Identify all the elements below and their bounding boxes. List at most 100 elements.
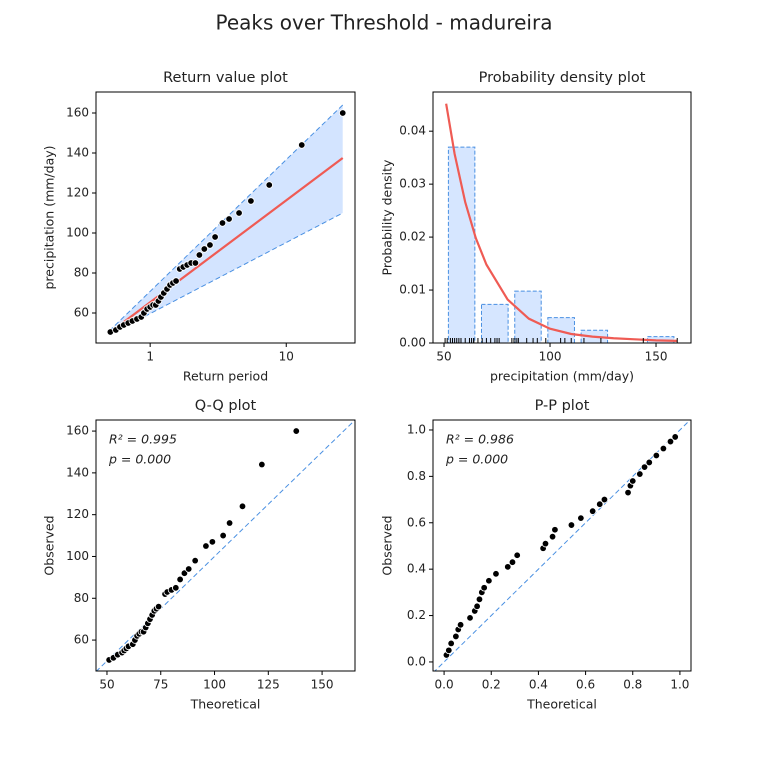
y-tick-label: 80 (74, 591, 89, 605)
y-tick-label: 0.8 (407, 469, 426, 483)
y-tick-label: 0.0 (407, 654, 426, 668)
axes-frame (432, 91, 692, 344)
data-point (596, 500, 604, 508)
data-point (219, 531, 227, 540)
x-axis-label: Return period (183, 369, 268, 384)
data-point (445, 646, 453, 655)
data-point (265, 181, 273, 189)
data-point (176, 575, 184, 584)
y-tick-label: 60 (74, 306, 89, 320)
y-tick-label: 0.02 (399, 230, 426, 244)
y-axis-label: Observed (380, 515, 395, 575)
y-tick-label: 0.6 (407, 515, 426, 529)
axes-title: Q-Q plot (195, 398, 257, 414)
y-tick-label: 100 (66, 549, 89, 563)
data-point (225, 519, 234, 527)
data-point (191, 556, 199, 565)
data-point (154, 602, 163, 611)
y-tick-label: 120 (66, 186, 89, 200)
x-tick-label: 1.0 (670, 678, 689, 692)
data-point (225, 215, 233, 223)
data-point (485, 577, 493, 585)
x-axis-label: Theoretical (190, 697, 261, 712)
axes-frame (95, 91, 356, 344)
data-point (202, 542, 210, 550)
data-point (292, 427, 300, 435)
data-point (645, 458, 653, 467)
axes-title: P-P plot (535, 398, 590, 414)
data-point (208, 538, 217, 546)
y-tick-label: 120 (66, 507, 89, 521)
y-tick-label: 0.00 (399, 336, 426, 350)
data-point (659, 444, 668, 453)
axes-frame (432, 419, 692, 672)
data-point (624, 488, 632, 497)
data-point (551, 526, 559, 534)
annotation: R² = 0.986 (446, 432, 514, 447)
data-point (258, 460, 266, 469)
data-point (447, 639, 455, 648)
data-point (172, 584, 180, 592)
panel: 50 100 150 0.00 0.01 0.02 0.03 0.04 Probability … (380, 70, 692, 384)
data-point (466, 614, 474, 622)
data-point (629, 477, 637, 485)
data-point (652, 451, 661, 460)
y-tick-label: 100 (66, 226, 89, 240)
y-tick-label: 160 (66, 424, 89, 438)
data-point (452, 632, 460, 641)
axes-title: Probability density plot (479, 70, 646, 86)
annotation: p = 0.000 (108, 452, 171, 467)
axes-frame (95, 419, 356, 672)
data-point (541, 539, 550, 548)
y-axis-label: precipitation (mm/day) (42, 145, 57, 289)
data-point (473, 602, 481, 610)
x-tick-label: 0.0 (435, 678, 454, 692)
x-tick-label: 150 (311, 678, 334, 692)
y-tick-label: 60 (74, 633, 89, 647)
y-axis-label: Observed (42, 515, 57, 575)
panel: 1 10 60 80 100 120 140 160 Return value plot Retu… (42, 70, 356, 384)
data-point (640, 463, 649, 471)
annotation: p = 0.000 (445, 452, 508, 467)
panel: 0.0 0.2 0.4 0.6 0.8 1.0 0.0 0.2 0.4 0.6 0.8 1.0 P-P … (380, 398, 692, 712)
data-point (247, 197, 255, 205)
data-point (235, 209, 243, 217)
fit-line (445, 103, 678, 342)
x-axis-label: Theoretical (526, 697, 597, 712)
plot-area (445, 103, 678, 343)
data-point (456, 621, 465, 629)
data-point (508, 558, 517, 566)
data-point (191, 259, 200, 267)
data-point (636, 470, 644, 478)
y-tick-label: 0.2 (407, 608, 426, 622)
x-tick-label: 50 (99, 678, 114, 692)
y-tick-label: 80 (74, 266, 89, 280)
reference-line (434, 420, 691, 671)
histogram-bar (547, 317, 575, 343)
y-tick-label: 1.0 (407, 422, 426, 436)
data-point (218, 219, 227, 227)
data-point (504, 563, 512, 571)
figure-title: Peaks over Threshold - madureira (216, 11, 553, 35)
band-edge (108, 212, 343, 336)
data-point (671, 433, 679, 441)
data-point (172, 277, 180, 285)
data-point (513, 551, 521, 559)
axes-title: Return value plot (163, 70, 288, 86)
data-point (492, 570, 500, 578)
x-tick-label: 0.2 (482, 678, 501, 692)
data-point (339, 109, 347, 117)
data-point (298, 141, 306, 149)
x-tick-label: 100 (203, 678, 226, 692)
x-tick-label: 0.8 (623, 678, 642, 692)
panel: 50 75 100 125 150 60 80 100 120 140 160 Q-Q plot The… (42, 398, 356, 712)
y-tick-label: 0.04 (399, 124, 426, 138)
data-point (548, 532, 557, 541)
y-tick-label: 140 (66, 146, 89, 160)
y-tick-label: 140 (66, 465, 89, 479)
data-point (206, 241, 214, 249)
x-tick-label: 125 (257, 678, 280, 692)
x-tick-label: 1 (146, 350, 154, 364)
data-point (238, 502, 247, 511)
data-point (480, 584, 488, 592)
